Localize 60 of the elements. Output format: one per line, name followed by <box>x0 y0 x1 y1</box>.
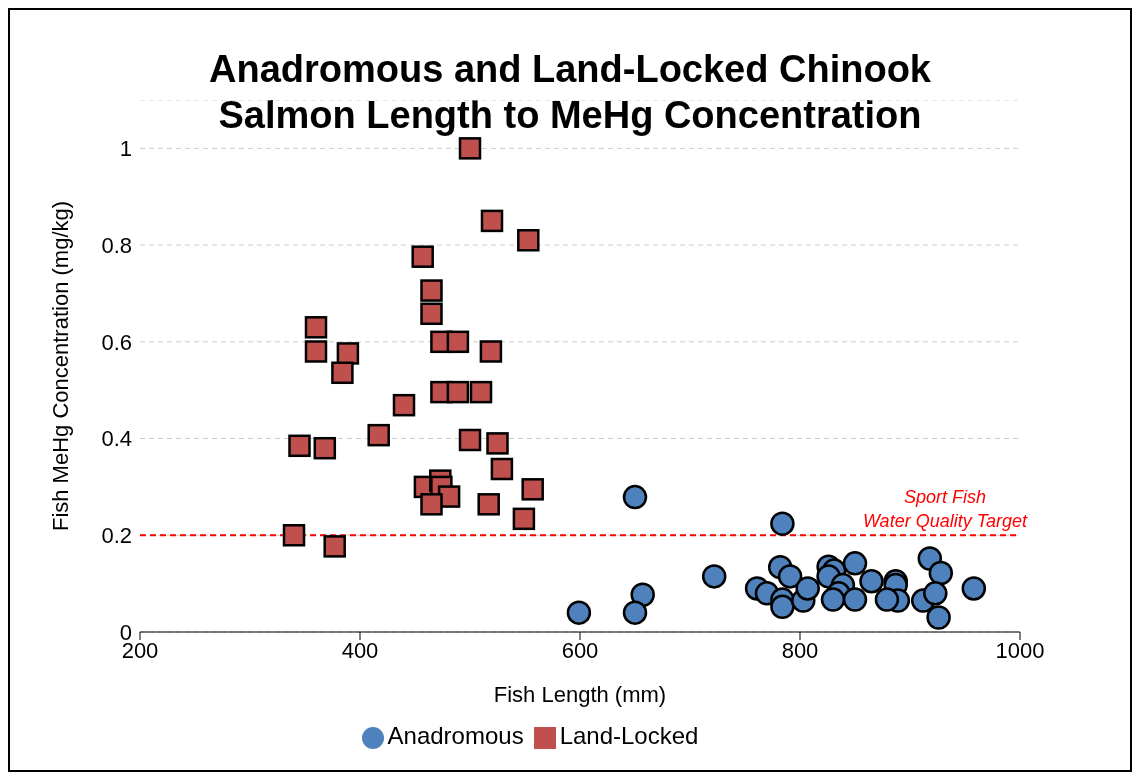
y-tick-label: 0.8 <box>101 232 132 258</box>
y-tick-label: 0.4 <box>101 426 132 452</box>
point <box>479 340 503 363</box>
x-axis-title: Fish Length (mm) <box>493 682 667 707</box>
point <box>420 493 443 516</box>
point <box>446 380 470 404</box>
point <box>486 432 509 455</box>
point <box>313 436 337 460</box>
point <box>923 581 948 606</box>
point <box>874 587 900 612</box>
point <box>701 564 727 589</box>
point <box>630 582 655 608</box>
point <box>842 551 868 576</box>
y-tick-label: 1 <box>119 136 132 162</box>
point <box>521 478 544 501</box>
point <box>926 605 951 630</box>
legend-label: Anadromous <box>387 722 524 749</box>
point <box>420 279 443 302</box>
point <box>331 361 354 385</box>
y-tick-label: 0.6 <box>101 329 132 355</box>
point <box>469 380 493 404</box>
point <box>622 484 648 510</box>
point <box>770 511 795 536</box>
point <box>288 434 311 458</box>
x-tick-label: 400 <box>341 637 379 663</box>
point <box>304 316 328 339</box>
point <box>622 600 648 625</box>
point <box>961 576 987 601</box>
point <box>517 229 540 252</box>
point <box>820 587 846 612</box>
point <box>392 393 416 417</box>
point <box>446 330 470 354</box>
legend-label: Land-Locked <box>559 722 699 749</box>
point <box>367 423 390 447</box>
point <box>411 245 434 268</box>
point <box>512 507 536 531</box>
point <box>859 568 884 594</box>
point <box>777 564 803 589</box>
point <box>336 342 360 365</box>
point <box>928 560 954 586</box>
point <box>282 524 306 547</box>
point <box>770 594 795 620</box>
ref-line-label: Sport Fish Water Quality Target <box>862 487 1029 532</box>
point <box>458 428 482 452</box>
x-tick-label: 800 <box>781 637 819 663</box>
point <box>323 535 346 558</box>
point <box>490 457 514 481</box>
point <box>566 600 592 625</box>
point <box>795 576 820 601</box>
x-tick-label: 600 <box>561 637 599 663</box>
chart-title: Anadromous and Land-Locked Chinook Salmon Length to MeHg Concentration <box>208 47 932 138</box>
point <box>304 340 328 363</box>
point <box>842 587 868 612</box>
point <box>480 209 504 233</box>
point <box>458 137 482 160</box>
y-tick-label: 0.2 <box>101 523 132 549</box>
point <box>420 302 443 326</box>
y-axis-title: Fish MeHg Concentration (mg/kg) <box>47 200 73 532</box>
x-tick-label: 1000 <box>995 637 1045 663</box>
point <box>477 493 500 516</box>
